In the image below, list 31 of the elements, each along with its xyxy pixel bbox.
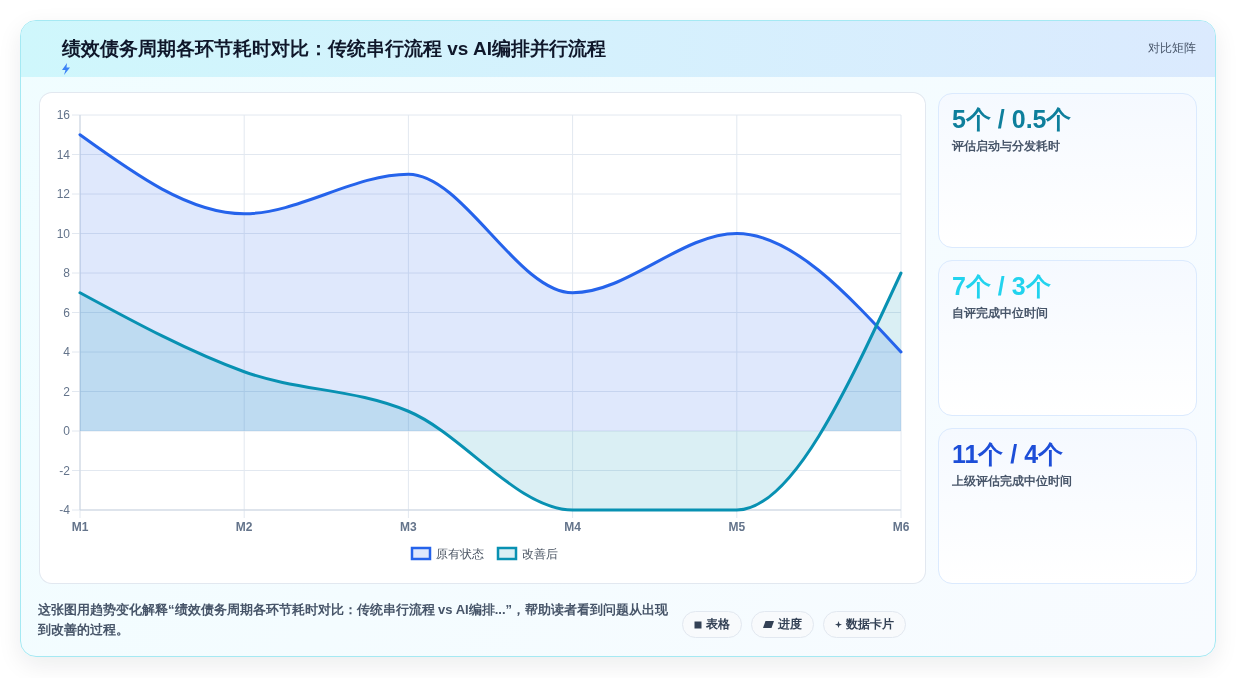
legend-label: 改善后: [521, 547, 558, 562]
chart-title: 绩效债务周期各环节耗时对比：传统串行流程 vs AI编排并行流程: [62, 37, 606, 61]
x-tick-label: M5: [728, 520, 746, 535]
text: 表格: [706, 616, 730, 633]
y-tick-label: 0: [63, 424, 71, 439]
legend-label: 原有状态: [435, 547, 484, 562]
text: 7个 / 3个: [952, 271, 1051, 301]
y-tick-label: -4: [59, 503, 71, 518]
text: 自评完成中位时间: [952, 305, 1048, 321]
text: 评估启动与分发耗时: [952, 138, 1060, 154]
y-tick-label: 16: [56, 108, 71, 123]
y-tick-label: -2: [59, 463, 71, 478]
text: 进度: [778, 616, 802, 633]
y-tick-label: 12: [56, 187, 71, 202]
text: 对比矩阵: [1148, 40, 1196, 56]
y-tick-label: 8: [63, 266, 71, 281]
x-tick-label: M3: [400, 520, 418, 535]
y-tick-label: 2: [63, 384, 71, 399]
x-tick-label: M4: [564, 520, 582, 535]
x-tick-label: M2: [235, 520, 253, 535]
y-tick-label: 10: [56, 226, 71, 241]
text: 数据卡片: [846, 616, 894, 633]
text: 上级评估完成中位时间: [952, 473, 1072, 489]
text: 5个 / 0.5个: [952, 104, 1072, 134]
x-tick-label: M1: [71, 520, 89, 535]
y-tick-label: 6: [63, 305, 71, 320]
y-tick-label: 14: [56, 147, 71, 162]
text: 11个 / 4个: [952, 439, 1064, 469]
x-tick-label: M6: [892, 520, 910, 535]
y-tick-label: 4: [63, 345, 71, 360]
text: 这张图用趋势变化解释“绩效债务周期各环节耗时对比：传统串行流程 vs AI编排...”，帮助读者看到问题从出现到改善的过程。: [38, 601, 670, 639]
